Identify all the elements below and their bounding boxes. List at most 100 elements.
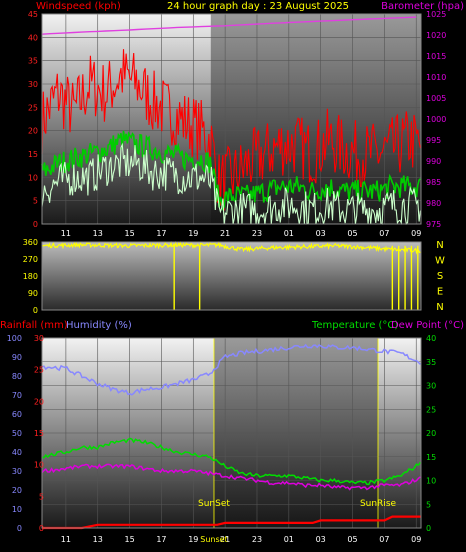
humidity-tick-label: 20 — [12, 486, 22, 495]
x-tick-label: 13 — [93, 535, 103, 544]
x-tick-label: 17 — [156, 535, 166, 544]
humidity-tick-label: 10 — [12, 505, 22, 514]
right-tick-label: 990 — [426, 157, 441, 166]
series-average — [41, 142, 421, 225]
humidity-tick-label: 90 — [12, 353, 22, 362]
right-tick-label: 975 — [426, 220, 441, 229]
x-tick-label: 21 — [220, 535, 230, 544]
x-tick-label: 21 — [220, 229, 230, 238]
left-tick-label: 40 — [28, 33, 38, 42]
direction-tick-label: 90 — [28, 289, 38, 298]
rain-tick-label: 20 — [34, 397, 44, 406]
temperature-axis-label: Temperature (°C) — [311, 320, 398, 331]
right-tick-label: 1020 — [426, 31, 446, 40]
left-axis-label: Windspeed (kph) — [36, 1, 121, 12]
humidity-tick-label: 100 — [7, 334, 22, 343]
dewpoint-axis-label: Dew Point (°C) — [391, 320, 464, 331]
panel-border — [41, 13, 422, 225]
temperature-tick-label: 15 — [426, 453, 436, 462]
sunset-label: SunSet — [198, 499, 230, 509]
humidity-tick-label: 0 — [17, 524, 22, 533]
humidity-tick-label: 80 — [12, 372, 22, 381]
left-tick-label: 10 — [28, 173, 38, 182]
left-tick-label: 25 — [28, 103, 38, 112]
x-tick-label: 01 — [284, 535, 294, 544]
x-tick-label: 03 — [316, 535, 326, 544]
right-tick-label: 1025 — [426, 10, 446, 19]
left-tick-label: 30 — [28, 80, 38, 89]
x-tick-label: 19 — [188, 535, 198, 544]
rain-tick-label: 5 — [39, 492, 44, 501]
x-tick-label: 15 — [124, 535, 134, 544]
x-tick-label: 03 — [316, 229, 326, 238]
rainfall-axis-label: Rainfall (mm) — [0, 320, 68, 331]
panel-background — [42, 242, 421, 310]
x-tick-label: 19 — [188, 229, 198, 238]
x-tick-label: 01 — [284, 229, 294, 238]
rain-tick-label: 30 — [34, 334, 44, 343]
sunset-tick-label: Sunset — [200, 535, 227, 544]
panel-border — [41, 241, 422, 311]
x-tick-label: 07 — [379, 229, 389, 238]
x-tick-label: 11 — [61, 229, 71, 238]
right-tick-label: 995 — [426, 136, 441, 145]
temperature-tick-label: 20 — [426, 429, 436, 438]
right-tick-label: 985 — [426, 178, 441, 187]
left-tick-label: 45 — [28, 10, 38, 19]
rain-tick-label: 15 — [34, 429, 44, 438]
direction-tick-label: 0 — [33, 306, 38, 315]
temperature-tick-label: 35 — [426, 358, 436, 367]
x-tick-label: 05 — [347, 535, 357, 544]
direction-tick-label: 360 — [23, 238, 38, 247]
x-tick-label: 23 — [252, 535, 262, 544]
series-wind-speed — [41, 130, 421, 211]
left-tick-label: 5 — [33, 197, 38, 206]
temperature-tick-label: 0 — [426, 524, 431, 533]
series-barometer — [41, 16, 417, 35]
humidity-tick-label: 40 — [12, 448, 22, 457]
series-dew-point — [41, 463, 421, 491]
chart-title: 24 hour graph day : 23 August 2025 — [167, 1, 349, 12]
right-axis-label: Barometer (hpa) — [381, 1, 464, 12]
right-tick-label: 1000 — [426, 115, 446, 124]
x-tick-label: 05 — [347, 229, 357, 238]
rain-tick-label: 25 — [34, 366, 44, 375]
rain-tick-label: 0 — [39, 524, 44, 533]
x-tick-label: 17 — [156, 229, 166, 238]
series-humidity — [41, 343, 421, 396]
x-tick-label: 23 — [252, 229, 262, 238]
compass-direction-label: N — [436, 302, 443, 313]
compass-direction-label: W — [435, 256, 445, 267]
temperature-tick-label: 25 — [426, 405, 436, 414]
left-tick-label: 20 — [28, 127, 38, 136]
x-tick-label: 09 — [411, 229, 421, 238]
right-tick-label: 980 — [426, 199, 441, 208]
series-temperature — [41, 437, 422, 486]
x-tick-label: 09 — [411, 535, 421, 544]
humidity-tick-label: 70 — [12, 391, 22, 400]
panel-border — [41, 337, 422, 529]
humidity-tick-label: 50 — [12, 429, 22, 438]
compass-direction-label: S — [437, 271, 443, 282]
direction-tick-label: 270 — [23, 255, 38, 264]
x-tick-label: 13 — [93, 229, 103, 238]
left-tick-label: 15 — [28, 150, 38, 159]
direction-tick-label: 180 — [23, 272, 38, 281]
compass-direction-label: E — [437, 287, 443, 298]
night-shade — [210, 14, 421, 224]
temperature-tick-label: 10 — [426, 477, 436, 486]
compass-direction-label: N — [436, 240, 443, 251]
x-tick-label: 15 — [124, 229, 134, 238]
right-tick-label: 1005 — [426, 94, 446, 103]
left-tick-label: 0 — [33, 220, 38, 229]
left-tick-label: 35 — [28, 57, 38, 66]
temperature-tick-label: 40 — [426, 334, 436, 343]
right-tick-label: 1010 — [426, 73, 446, 82]
series-wind-direction — [41, 240, 421, 255]
series-rainfall — [42, 515, 421, 530]
temperature-tick-label: 30 — [426, 382, 436, 391]
